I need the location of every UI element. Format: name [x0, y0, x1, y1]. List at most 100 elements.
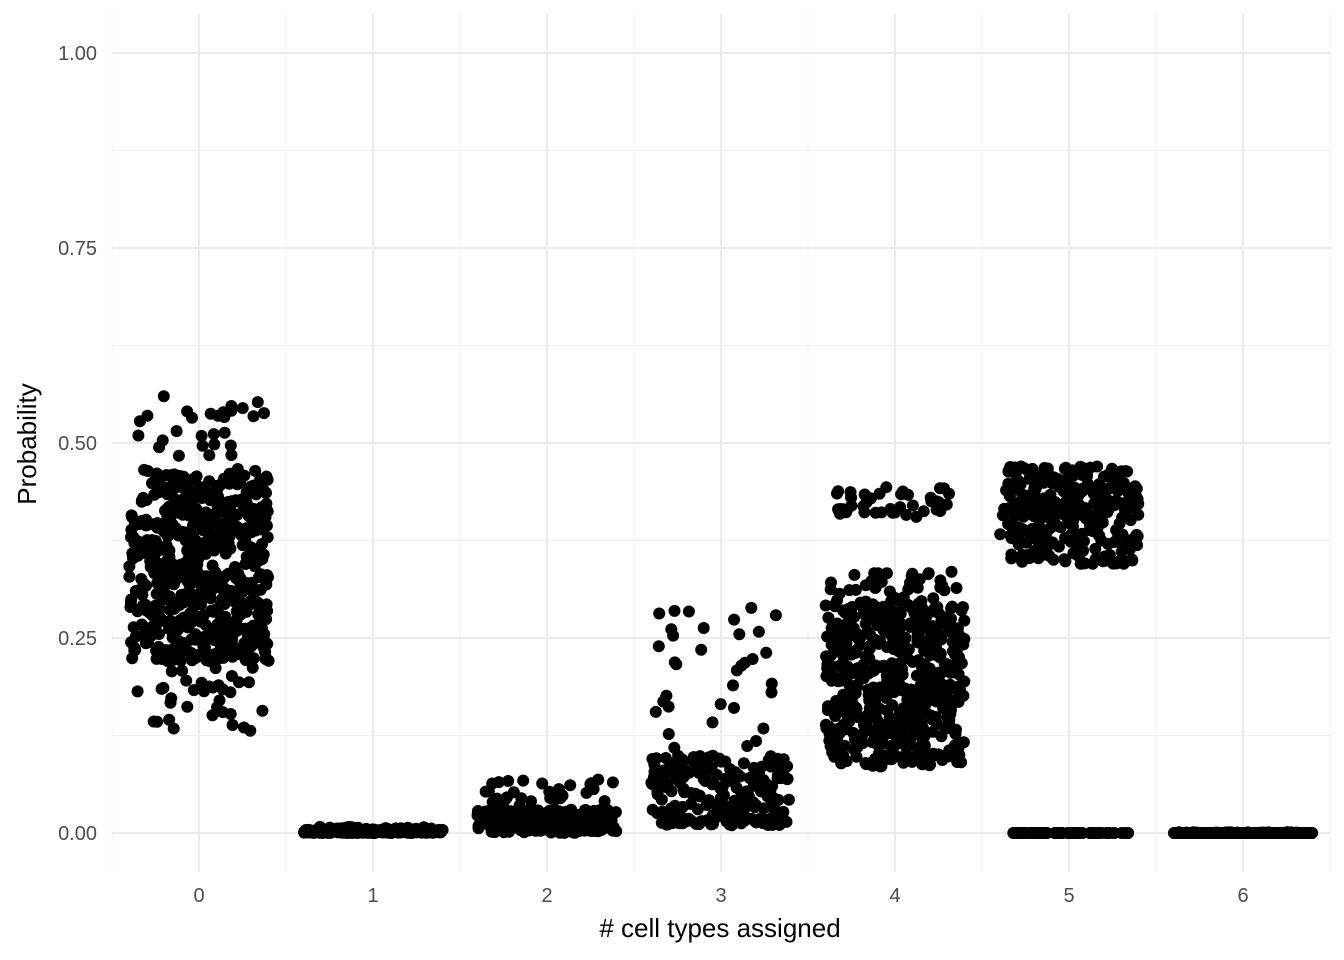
data-point [1086, 557, 1099, 570]
data-point [157, 390, 170, 403]
data-point [588, 809, 601, 822]
data-point [1223, 826, 1236, 839]
data-point [1044, 522, 1057, 535]
data-point [131, 535, 144, 548]
data-point [195, 676, 208, 689]
y-axis-title: Probability [12, 383, 42, 504]
data-point [197, 524, 209, 537]
data-point [225, 400, 238, 412]
data-point [718, 799, 731, 812]
data-point [874, 681, 886, 694]
data-point [1088, 827, 1101, 839]
data-point [1106, 462, 1118, 475]
data-point [167, 722, 180, 735]
data-point [208, 438, 221, 451]
data-point [417, 821, 430, 834]
data-point [131, 604, 144, 616]
data-point [878, 622, 891, 635]
data-point [728, 701, 740, 714]
data-point [832, 485, 845, 498]
data-point [689, 787, 702, 800]
data-point [138, 578, 151, 591]
data-point [936, 689, 949, 702]
data-point [737, 757, 750, 770]
data-point [927, 592, 940, 605]
data-point [1054, 521, 1067, 534]
data-point [1253, 826, 1266, 839]
data-point [728, 613, 741, 626]
data-point [837, 688, 850, 701]
data-point [695, 643, 708, 656]
data-point [845, 491, 858, 504]
data-point [208, 648, 221, 661]
data-point [909, 614, 922, 627]
data-point [205, 604, 218, 617]
data-point [181, 526, 193, 539]
data-point [834, 659, 847, 672]
data-point [360, 822, 373, 835]
data-point [768, 816, 781, 829]
data-point [188, 502, 201, 515]
data-point [229, 561, 241, 573]
data-point [682, 605, 695, 618]
data-point [1021, 489, 1034, 502]
data-point [243, 676, 255, 689]
data-point [247, 619, 260, 632]
data-point [249, 464, 262, 477]
data-point [1093, 500, 1106, 513]
data-point [869, 582, 882, 594]
data-point [863, 702, 876, 715]
data-point [180, 674, 193, 687]
data-point [955, 604, 968, 617]
data-point [246, 597, 259, 610]
data-point [782, 793, 795, 806]
data-point [1187, 826, 1200, 839]
data-point [775, 772, 787, 785]
data-point [950, 582, 963, 594]
data-point [1034, 497, 1047, 510]
data-point [1241, 826, 1254, 839]
data-point [210, 480, 223, 492]
data-point [658, 768, 670, 781]
data-point [846, 683, 859, 696]
data-point [536, 821, 549, 834]
data-point [154, 603, 167, 616]
data-point [882, 725, 895, 738]
data-point [208, 634, 221, 647]
data-point [151, 577, 164, 590]
data-point [880, 750, 893, 762]
data-point [887, 643, 900, 656]
data-point [214, 576, 227, 589]
data-point [168, 492, 181, 505]
data-points [123, 390, 1319, 839]
data-point [184, 607, 197, 620]
data-point [253, 571, 265, 584]
data-point [838, 739, 851, 752]
data-point [697, 622, 710, 634]
data-point [877, 659, 890, 672]
data-point [755, 777, 768, 790]
data-point [653, 607, 666, 620]
data-point [200, 570, 213, 583]
data-point [487, 819, 500, 832]
data-point [649, 705, 662, 718]
data-point [211, 409, 224, 422]
data-point [843, 584, 856, 597]
data-point [714, 698, 727, 711]
data-point [741, 740, 754, 752]
x-axis-title: # cell types assigned [599, 913, 840, 943]
data-point [822, 611, 835, 624]
data-point [1089, 542, 1102, 555]
data-point [905, 752, 918, 764]
data-point [190, 575, 203, 588]
data-point [256, 704, 269, 717]
data-point [144, 518, 157, 530]
data-point [167, 574, 180, 587]
data-point [203, 449, 216, 462]
data-point [1116, 511, 1129, 524]
data-point [229, 494, 242, 507]
data-point [757, 722, 770, 735]
data-point [745, 601, 758, 614]
data-point [994, 528, 1007, 541]
data-point [731, 816, 744, 828]
